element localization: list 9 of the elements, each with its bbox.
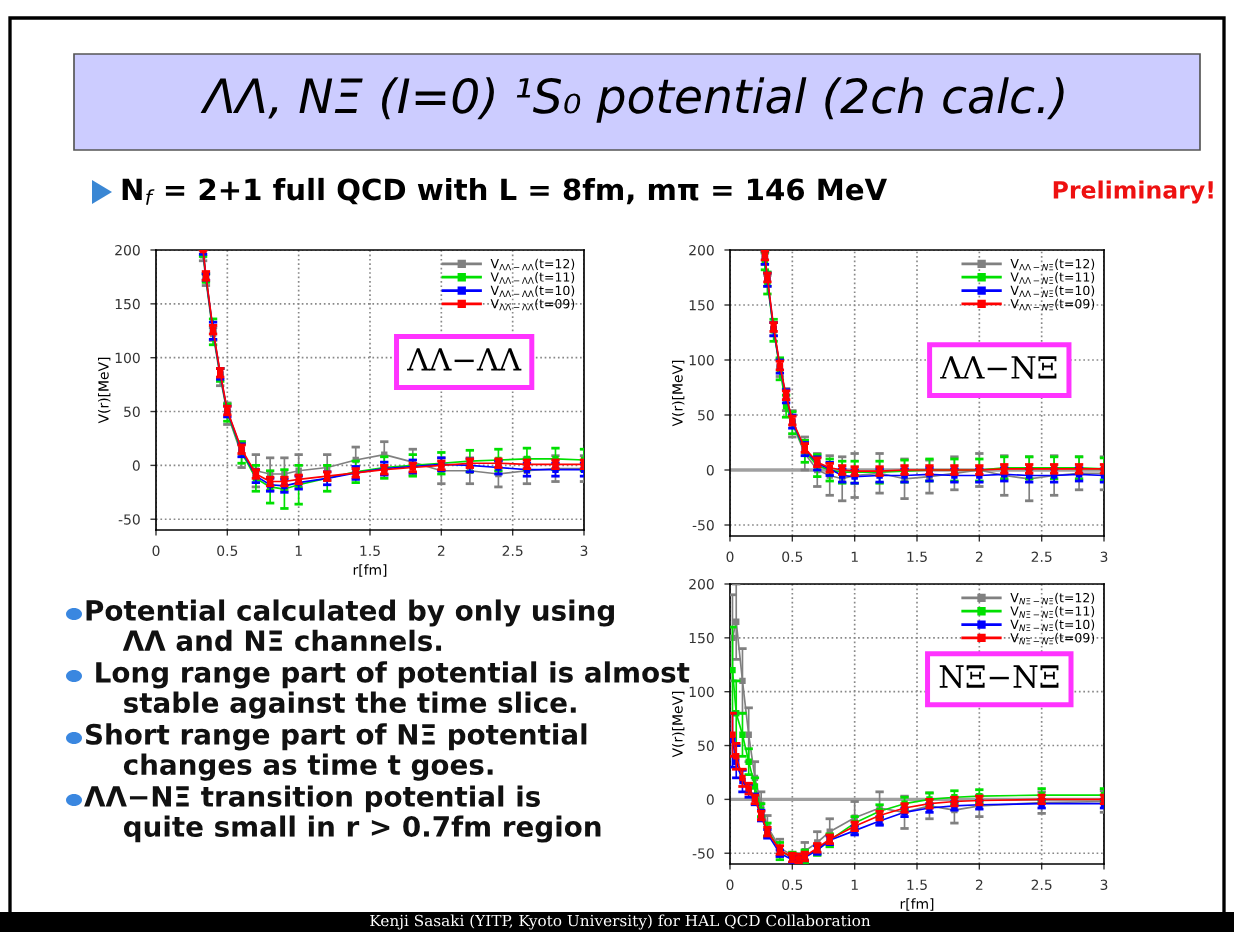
- chart-subtitle: N$_{f}$ = 2+1 full QCD with L = 8fm, mπ = 146 MeV: [122, 177, 887, 205]
- chart-title: ΛΛ, NΞ (I=0) ¹S₀ potential (2ch calc.): [200, 77, 1064, 123]
- text: Preliminary!: [1053, 180, 1213, 204]
- text: Short range part of NΞ potential changes as time t goes.: [85, 723, 587, 781]
- text: ΛΛ−NΞ transition potential is quite small in r > 0.7fm region: [84, 785, 601, 843]
- annotation: ΛΛ−NΞ: [940, 356, 1057, 379]
- annotation: ΛΛ−ΛΛ: [407, 348, 522, 371]
- annotation: NΞ−NΞ: [939, 665, 1059, 689]
- text: Potential calculated by only using ΛΛ and NΞ channels.: [86, 599, 614, 652]
